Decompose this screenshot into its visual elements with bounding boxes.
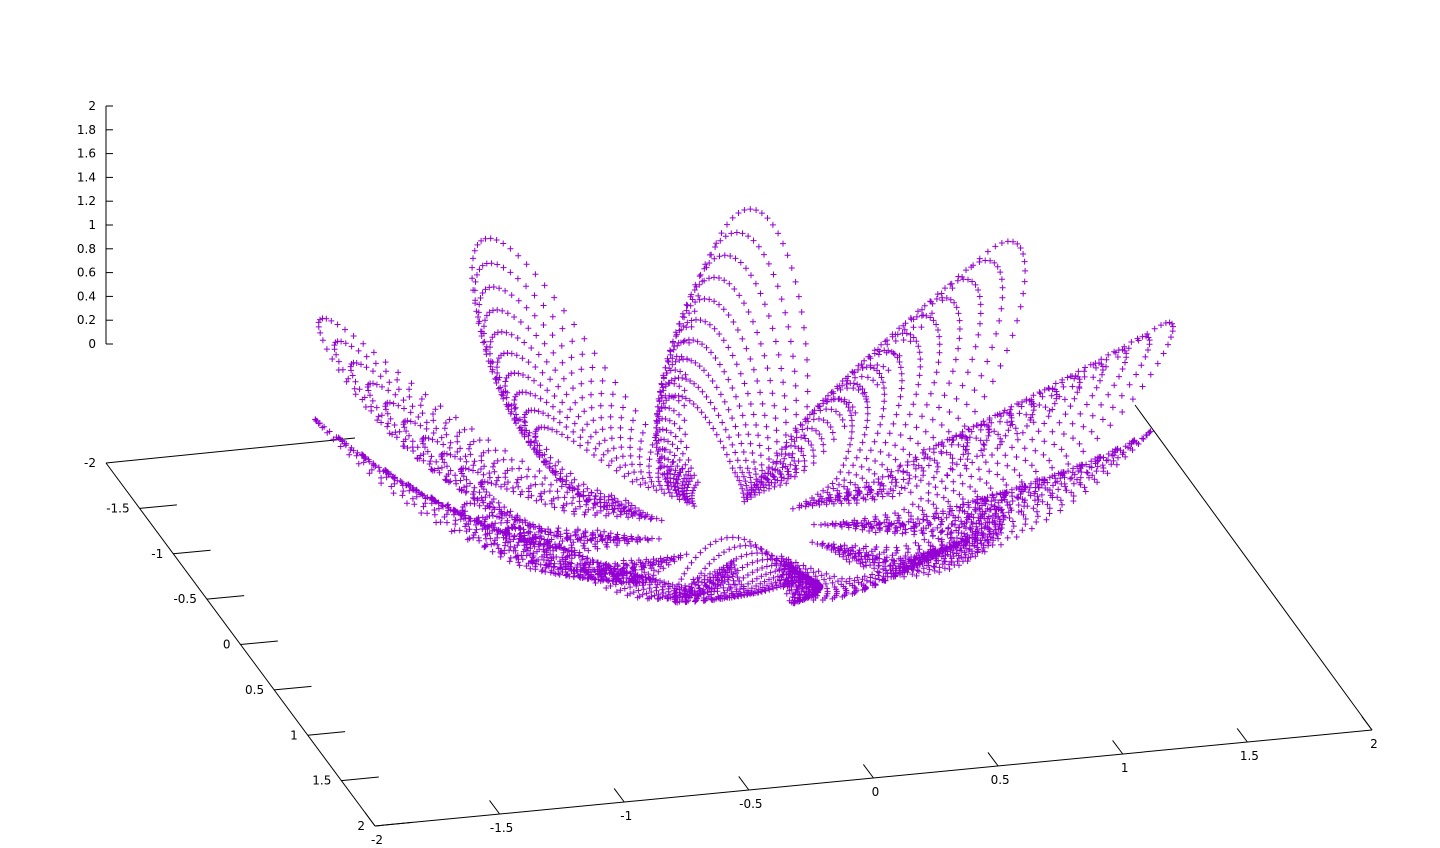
z-tick-label: 1.4 xyxy=(77,170,96,184)
x-tick-label: 0.5 xyxy=(991,773,1010,787)
x-tick-label: -0.5 xyxy=(739,797,762,811)
x-tick xyxy=(987,752,999,767)
y-axis: -1.5 -1 -0.5 0 0.5 1 1.5 2 xyxy=(106,501,413,833)
z-tick-label: 1 xyxy=(88,218,96,232)
y-tick-label: 1 xyxy=(290,728,298,742)
y-tick xyxy=(374,821,413,827)
y-tick xyxy=(173,549,211,555)
z-tick-label: 1.2 xyxy=(77,194,96,208)
x-tick xyxy=(862,764,874,779)
x-tick-label: 0 xyxy=(872,785,880,799)
y-tick xyxy=(341,776,379,782)
x-tick-label: 1.5 xyxy=(1240,749,1259,763)
x-tick xyxy=(1236,728,1248,743)
x-tick-label: 1 xyxy=(1121,761,1129,775)
base-edge-back-a xyxy=(105,437,356,464)
y-tick xyxy=(206,595,245,600)
z-tick-label: 2 xyxy=(88,99,96,113)
y-tick-label: -1 xyxy=(151,547,163,561)
x-tick xyxy=(1112,740,1124,755)
y-tick xyxy=(307,731,346,736)
y-tick-label: -0.5 xyxy=(173,592,196,606)
data-series xyxy=(312,206,1176,607)
y-tick-label: 0.5 xyxy=(245,683,264,697)
y-tick xyxy=(240,640,278,645)
base-edge-back-b xyxy=(1134,404,1373,731)
z-tick-label: 0 xyxy=(88,337,96,351)
y-tick xyxy=(274,685,312,691)
z-tick-label: 0.8 xyxy=(77,242,96,256)
z-axis: 0 0.2 0.4 0.6 0.8 1 1.2 1.4 1.6 1.8 2 -2 xyxy=(77,99,113,470)
x-axis: -2 -1.5 -1 -0.5 0 0.5 1 1.5 2 xyxy=(364,716,1378,847)
z-tick-label: 1.6 xyxy=(77,147,96,161)
y-tick-label: 2 xyxy=(357,819,365,833)
y-tick-label: -1.5 xyxy=(106,501,129,515)
data-points-plus-markers xyxy=(312,206,1176,607)
y-tick xyxy=(139,504,177,509)
y-tick-label: 0 xyxy=(223,638,231,652)
x-tick-label: -2 xyxy=(371,833,383,847)
x-tick-label: -1 xyxy=(620,809,632,823)
y-tick-label: 1.5 xyxy=(312,774,331,788)
z-tick-label: 0.6 xyxy=(77,266,96,280)
z-tick-label: 0.4 xyxy=(77,289,96,303)
z-tick-label: 1.8 xyxy=(77,123,96,137)
x-tick xyxy=(1361,716,1373,731)
x-tick-label: -1.5 xyxy=(490,821,513,835)
x-tick xyxy=(489,800,501,815)
x-tick xyxy=(613,788,625,803)
x-tick xyxy=(738,776,750,791)
base-corner-label: -2 xyxy=(84,456,96,470)
z-tick-label: 0.2 xyxy=(77,313,96,327)
x-tick-label: 2 xyxy=(1370,737,1378,751)
x-tick xyxy=(364,812,376,827)
